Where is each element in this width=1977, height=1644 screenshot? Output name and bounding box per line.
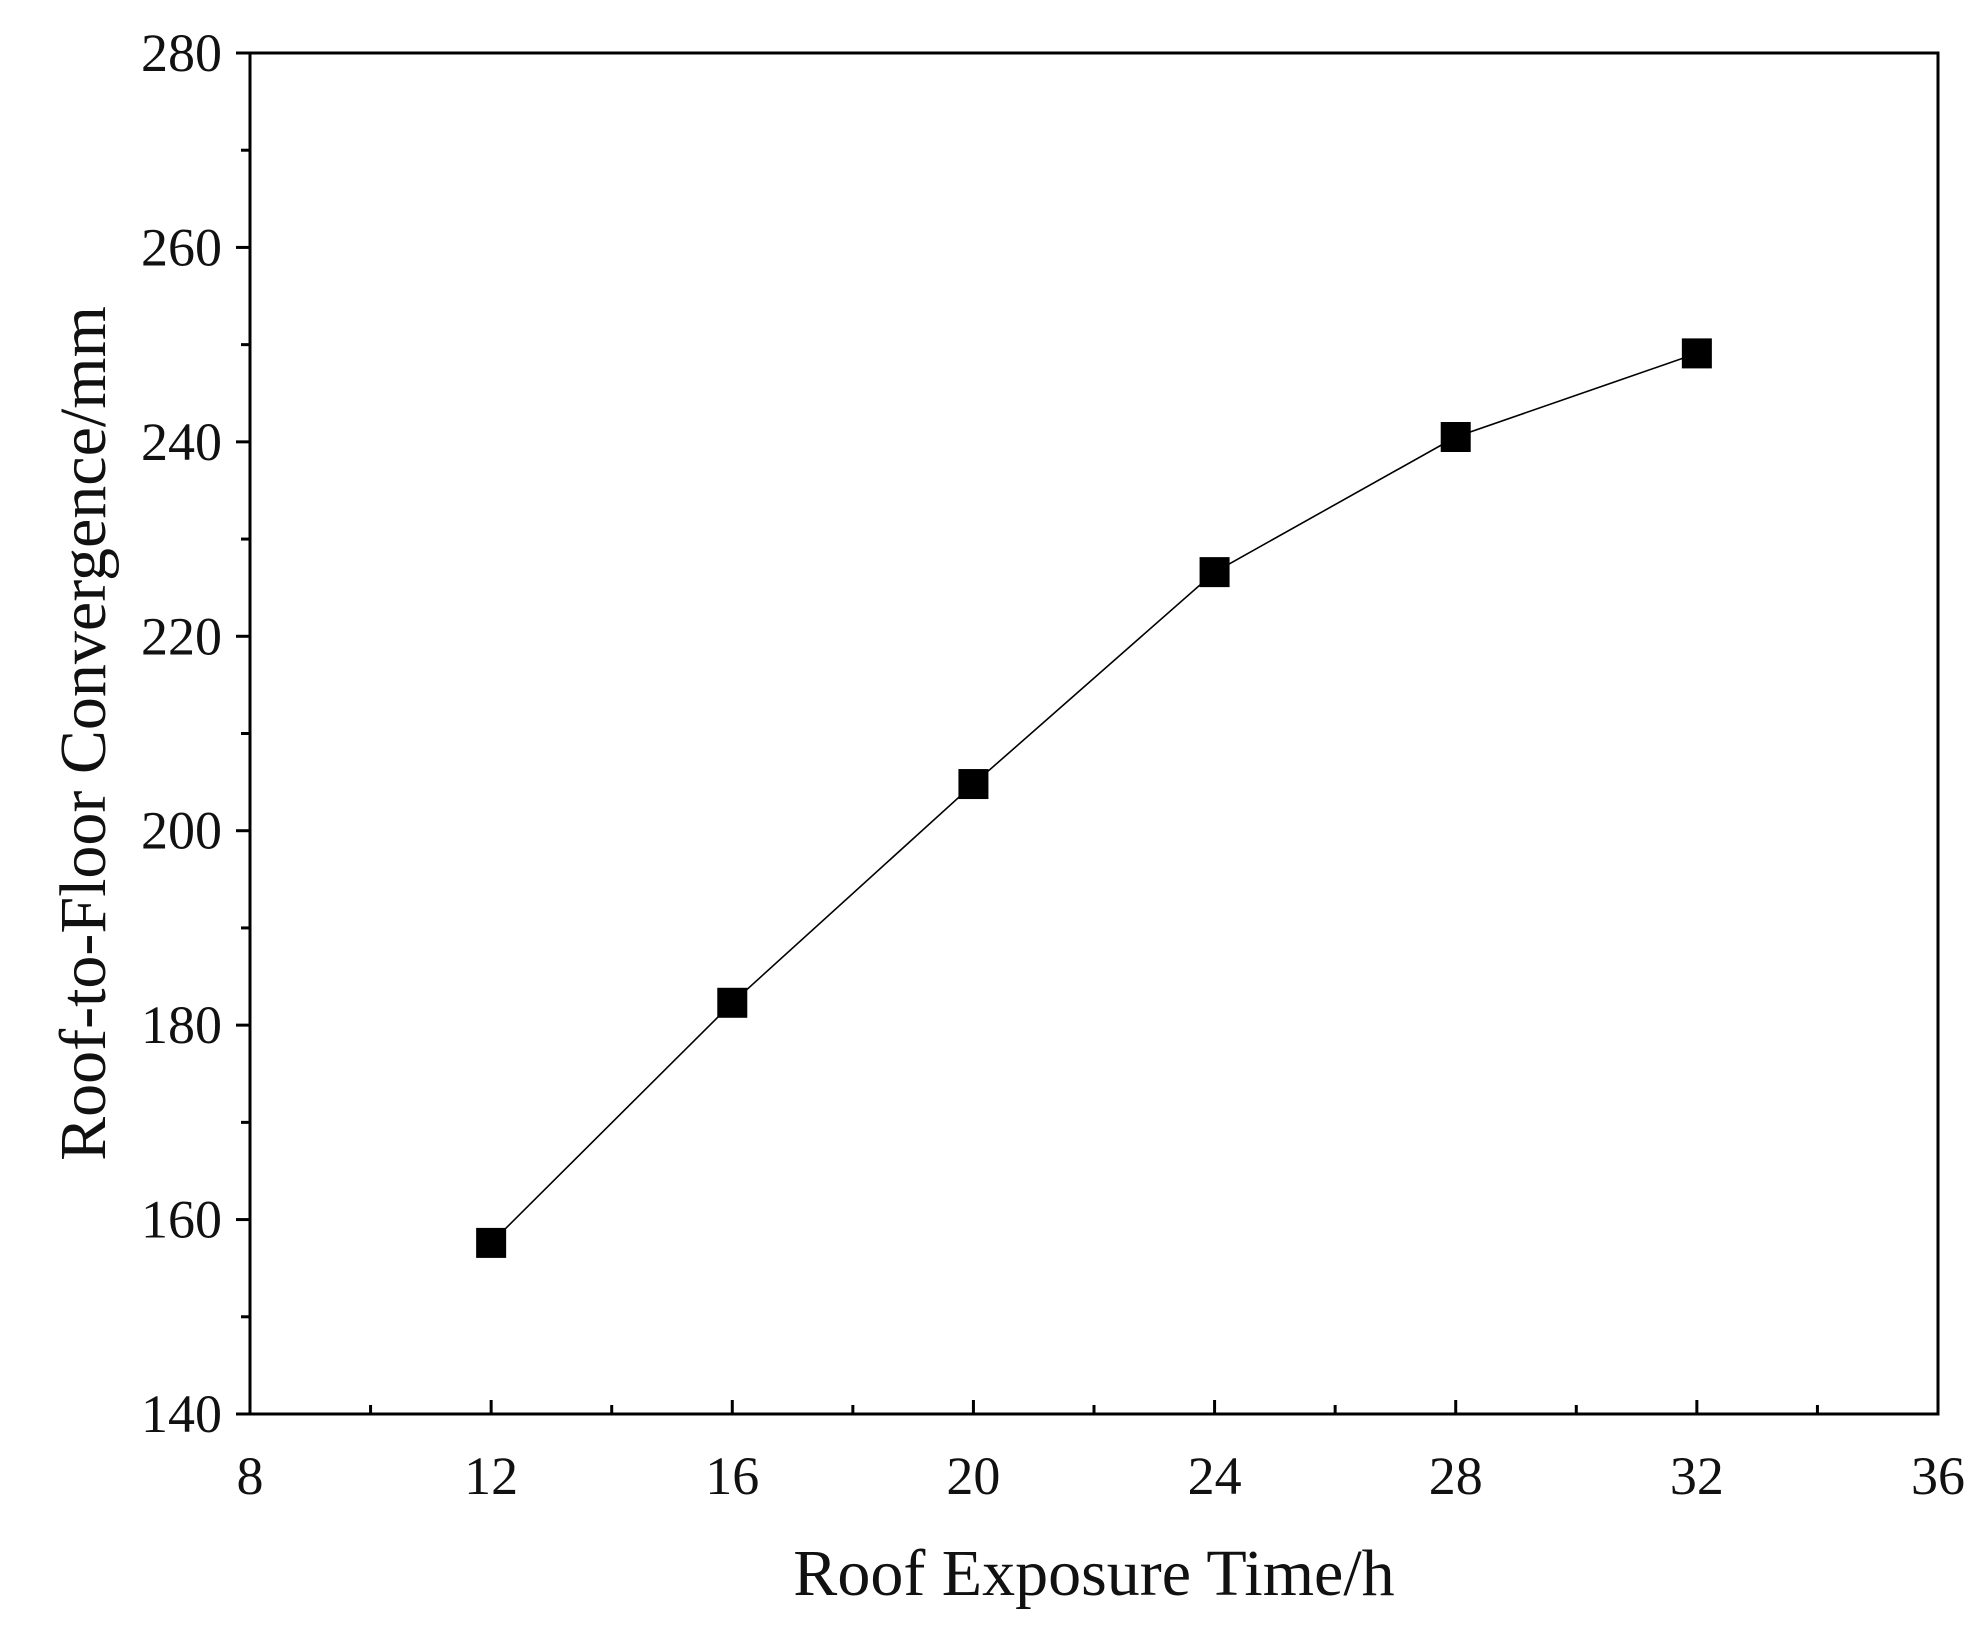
x-tick-label: 20 bbox=[946, 1446, 1000, 1506]
x-axis-title: Roof Exposure Time/h bbox=[793, 1537, 1394, 1610]
y-tick-label: 140 bbox=[141, 1384, 222, 1444]
data-point bbox=[1681, 338, 1712, 369]
y-tick-label: 160 bbox=[141, 1190, 222, 1250]
y-tick-label: 280 bbox=[141, 23, 222, 83]
y-tick-label: 240 bbox=[141, 412, 222, 472]
y-axis-title: Roof-to-Floor Convergence/mm bbox=[47, 306, 120, 1161]
data-point bbox=[1440, 421, 1471, 452]
y-tick-label: 180 bbox=[141, 995, 222, 1055]
data-point bbox=[958, 769, 989, 800]
data-point bbox=[717, 987, 748, 1018]
series-layer bbox=[476, 338, 1712, 1258]
data-point bbox=[1199, 557, 1230, 588]
x-tick-label: 32 bbox=[1670, 1446, 1724, 1506]
data-point bbox=[476, 1227, 507, 1258]
x-tick-label: 36 bbox=[1911, 1446, 1965, 1506]
x-tick-label: 12 bbox=[464, 1446, 518, 1506]
x-tick-label: 28 bbox=[1429, 1446, 1483, 1506]
y-tick-label: 200 bbox=[141, 801, 222, 861]
series-line bbox=[490, 352, 1698, 1244]
x-tick-label: 16 bbox=[705, 1446, 759, 1506]
x-tick-label: 8 bbox=[237, 1446, 264, 1506]
y-tick-label: 260 bbox=[141, 217, 222, 277]
axes: 8 12 16 20 24 28 32 36 140 160 180 200 220 240 260 280 bbox=[141, 23, 1965, 1506]
x-tick-label: 24 bbox=[1188, 1446, 1242, 1506]
plot-frame bbox=[248, 51, 1940, 1416]
y-tick-label: 220 bbox=[141, 606, 222, 666]
